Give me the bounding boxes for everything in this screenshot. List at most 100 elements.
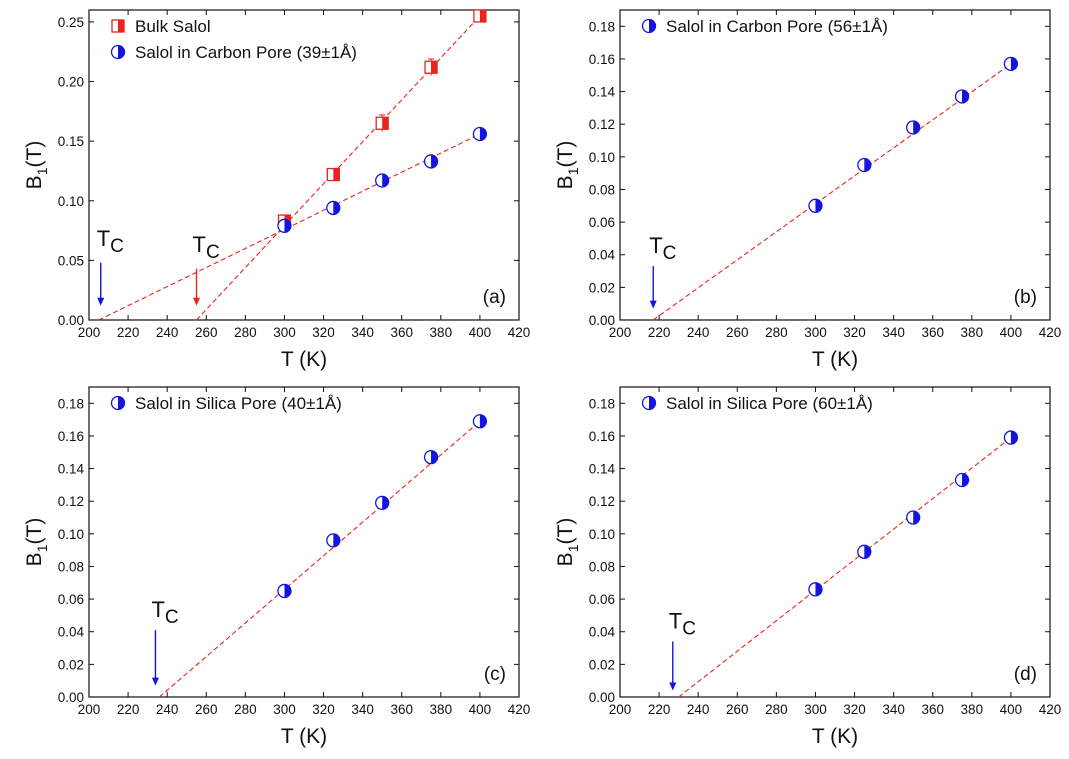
legend-marker <box>641 18 657 34</box>
data-point <box>954 472 970 488</box>
x-tick-label: 280 <box>765 325 788 340</box>
x-tick-label: 260 <box>195 702 218 717</box>
x-axis-title: T (K) <box>281 348 327 371</box>
x-tick-label: 360 <box>921 702 944 717</box>
y-tick-label: 0.00 <box>58 313 84 328</box>
y-axis-title-main: B <box>23 552 46 566</box>
x-tick-label: 380 <box>430 702 453 717</box>
x-tick-label: 400 <box>1000 702 1023 717</box>
x-tick-label: 360 <box>921 325 944 340</box>
y-tick-label: 0.08 <box>589 182 615 197</box>
data-point <box>1003 56 1019 71</box>
x-tick-label: 240 <box>156 325 179 340</box>
data-point <box>326 533 341 548</box>
x-tick-label: 300 <box>273 702 296 717</box>
x-tick-label: 200 <box>78 325 101 340</box>
y-tick-label: 0.00 <box>58 690 84 705</box>
data-point <box>472 126 488 142</box>
y-tick-label: 0.12 <box>589 117 615 132</box>
y-axis-title-sub: 1 <box>34 167 50 175</box>
panel-d: 200 220 240 260 280 300 320 340 360 380 400 420 0.00… <box>554 386 1061 748</box>
x-tick-label: 260 <box>726 325 749 340</box>
plot-frame <box>619 9 1051 321</box>
legend-entry: Salol in Carbon Pore (39±1Å) <box>135 43 357 62</box>
y-tick-label: 0.14 <box>589 462 616 477</box>
y-axis-title-sub: 1 <box>565 167 581 175</box>
tc-label-main: T <box>669 608 682 633</box>
x-tick-label: 240 <box>687 325 710 340</box>
x-axis-title: T (K) <box>812 725 858 748</box>
x-tick-label: 400 <box>469 325 492 340</box>
tc-label: TC <box>669 608 696 639</box>
data-point <box>326 200 341 216</box>
y-tick-label: 0.02 <box>58 657 84 672</box>
tc-label: TC <box>649 233 676 264</box>
x-tick-label: 340 <box>882 325 905 340</box>
legend-marker <box>111 19 125 33</box>
x-tick-label: 420 <box>1039 325 1062 340</box>
tc-label-main: T <box>193 232 206 257</box>
y-tick-label: 0.16 <box>589 429 615 444</box>
plot-frame <box>88 9 520 321</box>
y-axis-title-main: B <box>554 175 577 189</box>
data-point <box>473 9 487 23</box>
y-axis-title: B1(T) <box>554 141 581 190</box>
x-tick-label: 200 <box>78 702 101 717</box>
y-axis-title-suffix: (T) <box>23 518 46 545</box>
y-axis-title-sub: 1 <box>34 544 50 552</box>
y-axis-title-main: B <box>554 552 577 566</box>
x-tick-label: 360 <box>390 702 413 717</box>
panel-label: (d) <box>1014 664 1037 685</box>
y-axis-title-suffix: (T) <box>23 141 46 168</box>
data-point <box>375 116 389 130</box>
fit-line-pore <box>159 420 481 698</box>
y-tick-label: 0.10 <box>589 527 615 542</box>
y-tick-label: 0.18 <box>58 396 84 411</box>
x-axis-title: T (K) <box>281 725 327 748</box>
y-tick-label: 0.16 <box>58 429 84 444</box>
data-point <box>906 510 921 525</box>
data-point <box>857 544 872 559</box>
x-tick-label: 320 <box>312 325 335 340</box>
y-tick-label: 0.00 <box>589 313 615 328</box>
legend-entry: Bulk Salol <box>135 17 211 36</box>
x-tick-label: 300 <box>804 702 827 717</box>
data-point <box>1003 430 1019 445</box>
data-point <box>906 120 921 135</box>
x-tick-label: 220 <box>117 702 140 717</box>
y-tick-label: 0.08 <box>58 559 84 574</box>
tc-arrow-head <box>97 297 105 306</box>
y-axis-title: B1(T) <box>23 141 50 190</box>
x-tick-label: 260 <box>726 702 749 717</box>
y-tick-label: 0.02 <box>589 280 615 295</box>
tc-label-main: T <box>649 233 662 258</box>
legend-marker <box>110 395 126 411</box>
y-tick-label: 0.15 <box>58 134 84 149</box>
y-axis-title-suffix: (T) <box>554 141 577 168</box>
data-point <box>423 154 439 169</box>
x-tick-label: 220 <box>648 325 671 340</box>
y-axis-title: B1(T) <box>23 518 50 567</box>
y-tick-label: 0.18 <box>589 19 615 34</box>
x-tick-label: 220 <box>648 702 671 717</box>
plot-frame <box>88 386 520 698</box>
data-point <box>808 198 823 213</box>
x-tick-label: 240 <box>687 702 710 717</box>
y-tick-label: 0.06 <box>589 592 615 607</box>
panel-a: 200 220 240 260 280 300 320 340 360 380 400 420 0.00… <box>23 9 530 371</box>
panel-label: (c) <box>484 664 506 685</box>
data-point <box>472 414 488 429</box>
x-tick-label: 380 <box>961 702 984 717</box>
x-tick-label: 280 <box>765 702 788 717</box>
y-tick-label: 0.08 <box>589 559 615 574</box>
y-tick-label: 0.10 <box>589 150 615 165</box>
x-tick-label: 320 <box>312 702 335 717</box>
legend-marker <box>110 44 126 60</box>
plot-frame <box>619 386 1051 698</box>
y-axis-title-main: B <box>23 175 46 189</box>
data-point <box>375 173 390 188</box>
data-point <box>326 167 340 182</box>
tc-label: TC <box>193 232 220 263</box>
